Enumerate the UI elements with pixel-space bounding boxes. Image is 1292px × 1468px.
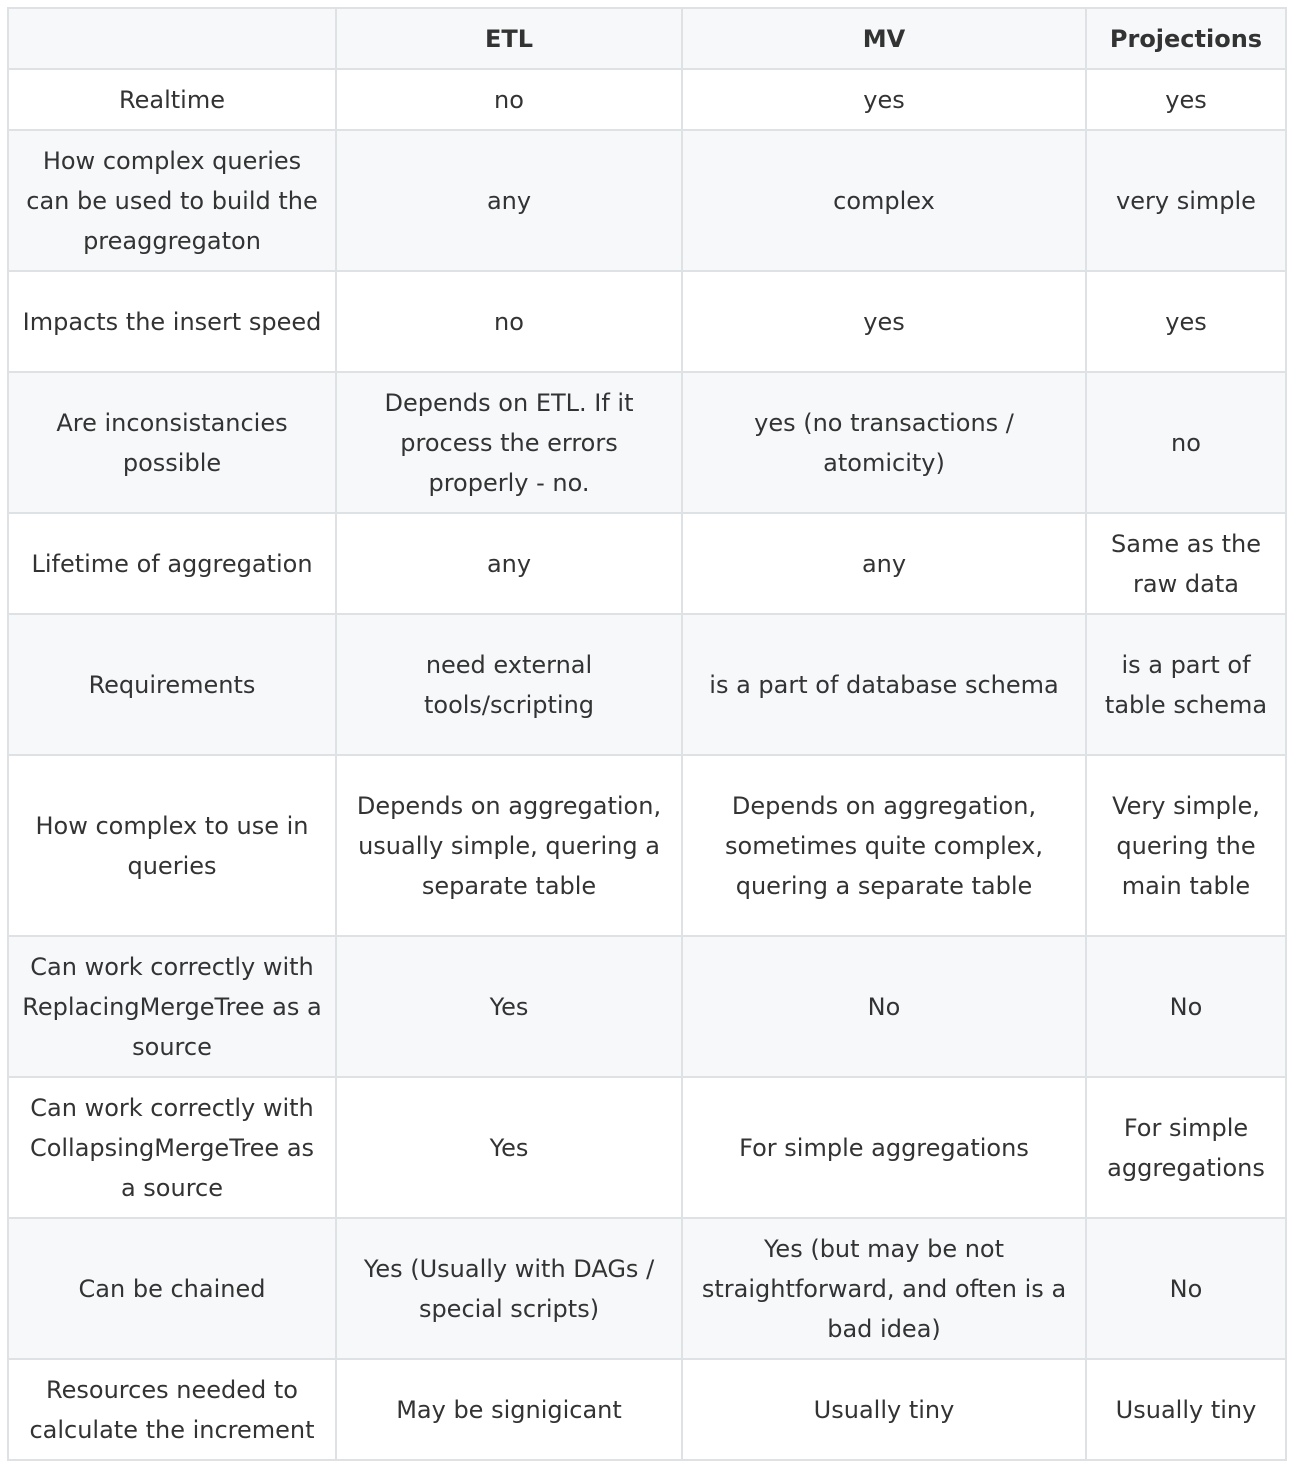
table-row: Resources needed to calculate the increm… <box>7 1358 1287 1461</box>
table-row: How complex to use in queries Depends on… <box>7 754 1287 937</box>
table-row: Lifetime of aggregation any any Same as … <box>7 512 1287 615</box>
row-label: Impacts the insert speed <box>7 270 337 373</box>
header-row: ETL MV Projections <box>7 7 1287 70</box>
etl-cell: Yes (Usually with DAGs / special scripts… <box>335 1217 683 1360</box>
projections-cell: is a part of table schema <box>1085 613 1287 756</box>
mv-cell: Yes (but may be not straightforward, and… <box>681 1217 1087 1360</box>
etl-cell: no <box>335 270 683 373</box>
row-label: Can work correctly with CollapsingMergeT… <box>7 1076 337 1219</box>
row-label: How complex queries can be used to build… <box>7 129 337 272</box>
etl-cell: Depends on aggregation, usually simple, … <box>335 754 683 937</box>
mv-cell: is a part of database schema <box>681 613 1087 756</box>
row-label: Can work correctly with ReplacingMergeTr… <box>7 935 337 1078</box>
mv-cell: For simple aggregations <box>681 1076 1087 1219</box>
mv-cell: Depends on aggregation, sometimes quite … <box>681 754 1087 937</box>
row-label: Resources needed to calculate the increm… <box>7 1358 337 1461</box>
header-cell-empty <box>7 7 337 70</box>
mv-cell: any <box>681 512 1087 615</box>
etl-cell: need external tools/scripting <box>335 613 683 756</box>
projections-cell: No <box>1085 1217 1287 1360</box>
table-row: Requirements need external tools/scripti… <box>7 613 1287 756</box>
projections-cell: yes <box>1085 68 1287 131</box>
etl-cell: any <box>335 129 683 272</box>
row-label: Can be chained <box>7 1217 337 1360</box>
etl-cell: Yes <box>335 935 683 1078</box>
table-row: Can work correctly with ReplacingMergeTr… <box>7 935 1287 1078</box>
header-cell-etl: ETL <box>335 7 683 70</box>
table-row: Can be chained Yes (Usually with DAGs / … <box>7 1217 1287 1360</box>
table-row: Are inconsistancies possible Depends on … <box>7 371 1287 514</box>
projections-cell: no <box>1085 371 1287 514</box>
mv-cell: complex <box>681 129 1087 272</box>
etl-cell: any <box>335 512 683 615</box>
header-cell-mv: MV <box>681 7 1087 70</box>
row-label: Lifetime of aggregation <box>7 512 337 615</box>
mv-cell: yes (no transactions / atomicity) <box>681 371 1087 514</box>
mv-cell: yes <box>681 270 1087 373</box>
table-row: How complex queries can be used to build… <box>7 129 1287 272</box>
projections-cell: yes <box>1085 270 1287 373</box>
table-row: Can work correctly with CollapsingMergeT… <box>7 1076 1287 1219</box>
projections-cell: No <box>1085 935 1287 1078</box>
projections-cell: very simple <box>1085 129 1287 272</box>
table-row: Impacts the insert speed no yes yes <box>7 270 1287 373</box>
etl-cell: Yes <box>335 1076 683 1219</box>
row-label: Are inconsistancies possible <box>7 371 337 514</box>
row-label: Requirements <box>7 613 337 756</box>
projections-cell: Very simple, quering the main table <box>1085 754 1287 937</box>
etl-cell: no <box>335 68 683 131</box>
projections-cell: Usually tiny <box>1085 1358 1287 1461</box>
mv-cell: Usually tiny <box>681 1358 1087 1461</box>
mv-cell: No <box>681 935 1087 1078</box>
table-row: Realtime no yes yes <box>7 68 1287 131</box>
row-label: Realtime <box>7 68 337 131</box>
projections-cell: Same as the raw data <box>1085 512 1287 615</box>
projections-cell: For simple aggregations <box>1085 1076 1287 1219</box>
comparison-table: ETL MV Projections Realtime no yes yes H… <box>7 7 1287 1461</box>
etl-cell: May be signigicant <box>335 1358 683 1461</box>
etl-cell: Depends on ETL. If it process the errors… <box>335 371 683 514</box>
row-label: How complex to use in queries <box>7 754 337 937</box>
mv-cell: yes <box>681 68 1087 131</box>
header-cell-projections: Projections <box>1085 7 1287 70</box>
